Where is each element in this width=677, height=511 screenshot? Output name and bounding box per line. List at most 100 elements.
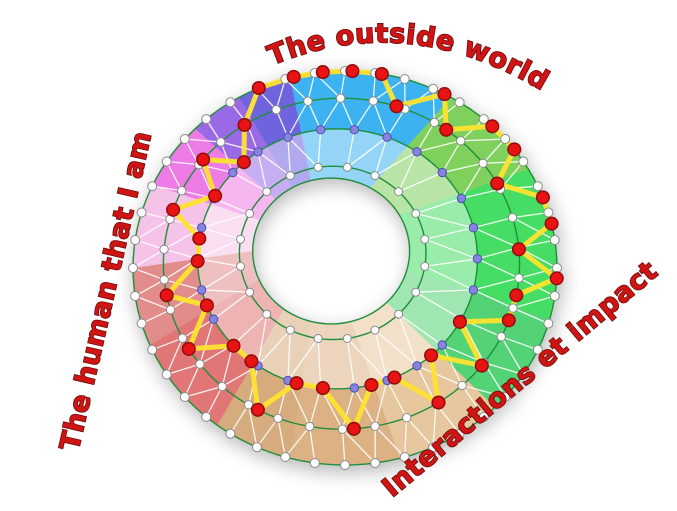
node-ring2 bbox=[337, 424, 348, 434]
mesh-line bbox=[374, 379, 388, 427]
milestone-node bbox=[387, 370, 402, 385]
node-ring3 bbox=[349, 125, 360, 135]
sector-indigo bbox=[239, 77, 311, 188]
mesh-line bbox=[511, 216, 556, 241]
mesh-line bbox=[256, 417, 279, 448]
mesh-line bbox=[284, 78, 309, 102]
mesh-line bbox=[341, 387, 356, 430]
node-ring2 bbox=[368, 96, 378, 106]
milestone-node bbox=[474, 358, 489, 373]
mesh-line bbox=[166, 160, 183, 192]
node-ring1 bbox=[549, 235, 560, 245]
node-ring1 bbox=[147, 181, 158, 192]
mesh-line bbox=[476, 246, 520, 260]
mesh-line bbox=[374, 136, 388, 177]
mesh-line bbox=[277, 379, 289, 419]
mesh-line bbox=[166, 160, 200, 166]
milestone-node bbox=[166, 202, 181, 217]
node-ring1 bbox=[130, 291, 141, 301]
node-ring1 bbox=[500, 392, 511, 402]
node-ring4 bbox=[342, 162, 352, 172]
node-ring2 bbox=[159, 244, 169, 255]
node-ring1 bbox=[500, 134, 511, 144]
mesh-line bbox=[353, 100, 374, 131]
node-ring4 bbox=[420, 234, 430, 244]
milestone-node bbox=[485, 119, 500, 134]
node-ring4 bbox=[245, 209, 255, 218]
node-ring4 bbox=[370, 171, 380, 181]
mesh-line bbox=[205, 385, 223, 418]
mesh-line bbox=[287, 136, 291, 177]
mesh-line bbox=[275, 109, 289, 138]
node-ring2 bbox=[370, 421, 380, 431]
mesh-line bbox=[132, 248, 165, 269]
node-ring3 bbox=[349, 383, 360, 393]
node-ring2 bbox=[271, 105, 281, 115]
node-ring3 bbox=[468, 285, 479, 295]
mesh-line bbox=[460, 162, 484, 200]
node-ring3 bbox=[437, 340, 447, 350]
node-ring2 bbox=[514, 273, 524, 283]
node-ring3 bbox=[283, 132, 293, 142]
node-ring4 bbox=[342, 334, 352, 343]
mesh-line bbox=[476, 258, 520, 279]
node-ring4 bbox=[394, 309, 404, 319]
mesh-line bbox=[257, 151, 291, 177]
node-ring2 bbox=[159, 275, 169, 285]
milestone-node bbox=[286, 69, 301, 84]
milestone-node bbox=[364, 377, 379, 393]
mesh-line bbox=[232, 313, 268, 346]
node-ring3 bbox=[253, 147, 263, 157]
node-ring1 bbox=[161, 156, 172, 167]
node-ring4 bbox=[411, 287, 421, 297]
node-ring1 bbox=[309, 458, 320, 468]
milestone-node bbox=[439, 122, 454, 137]
node-ring3 bbox=[208, 314, 219, 324]
mesh-line bbox=[512, 307, 550, 325]
node-ring4 bbox=[420, 261, 430, 271]
mesh-line bbox=[140, 309, 172, 325]
mesh-line bbox=[229, 404, 250, 435]
mesh-line bbox=[309, 425, 316, 464]
milestone-node bbox=[389, 99, 404, 114]
mesh-line bbox=[472, 289, 514, 309]
milestone-node bbox=[244, 354, 259, 369]
mesh-line bbox=[397, 171, 443, 193]
milestone-node bbox=[190, 254, 205, 269]
mesh-line bbox=[406, 417, 434, 448]
node-ring1 bbox=[370, 458, 381, 468]
mesh-line bbox=[432, 403, 437, 448]
mesh-line bbox=[257, 151, 268, 193]
mesh-line bbox=[134, 218, 171, 241]
mesh-line bbox=[277, 417, 286, 458]
mesh-line bbox=[346, 337, 388, 382]
milestone-node bbox=[437, 87, 452, 102]
node-ring2 bbox=[402, 413, 412, 423]
node-ring3 bbox=[472, 254, 483, 264]
node-ring1 bbox=[428, 83, 439, 94]
node-ring2 bbox=[508, 303, 518, 313]
milestone-node bbox=[544, 216, 559, 231]
mesh-line bbox=[397, 151, 418, 193]
mesh-line bbox=[201, 289, 251, 293]
mesh-line bbox=[424, 238, 479, 260]
milestone-node bbox=[237, 117, 252, 132]
milestone-node bbox=[535, 190, 550, 205]
milestone-node bbox=[289, 376, 304, 391]
node-ring4 bbox=[394, 187, 404, 197]
node-ring3 bbox=[456, 193, 467, 204]
mesh-line bbox=[415, 289, 475, 293]
milestone-node bbox=[507, 142, 522, 157]
mesh-line bbox=[461, 384, 506, 398]
node-ring1 bbox=[201, 114, 212, 125]
mesh-line bbox=[132, 267, 165, 281]
milestone-node bbox=[374, 66, 389, 82]
node-ring2 bbox=[303, 96, 313, 106]
sector-red-salmon bbox=[149, 279, 284, 426]
mesh-line bbox=[220, 141, 259, 153]
mesh-line bbox=[220, 141, 234, 174]
mesh-line bbox=[346, 129, 356, 168]
mesh-line bbox=[518, 267, 558, 279]
node-ring1 bbox=[399, 74, 410, 84]
